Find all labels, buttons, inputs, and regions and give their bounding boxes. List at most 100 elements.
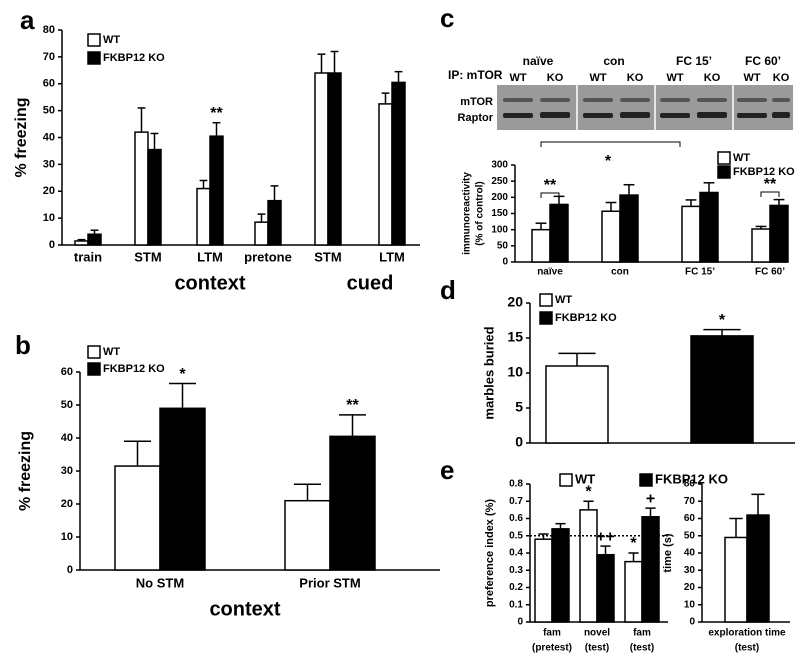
bracket [540, 141, 681, 147]
blot-bands [503, 98, 790, 102]
bar [769, 204, 789, 263]
blot-bands-raptor [503, 112, 790, 118]
legend-swatch [87, 345, 101, 359]
band-label: Raptor [458, 112, 494, 124]
y-tick-label: 0.6 [509, 513, 523, 524]
y-tick-label: 0 [502, 257, 508, 268]
y-tick-label: 40 [43, 131, 55, 143]
y-tick-label: 40 [61, 432, 73, 444]
panel: e 0 0.1 0.2 0.3 0.4 0.5 0.6 0.7 0.8 preference ind… [440, 455, 728, 654]
legend-swatch [717, 151, 731, 165]
x-tick-label: Prior STM [299, 575, 360, 590]
bar [378, 103, 393, 246]
y-tick-label: 70 [43, 51, 55, 63]
y-tick-label: 5 [515, 399, 523, 415]
blot-image [497, 85, 793, 130]
annotation: * [630, 535, 637, 552]
x-axis-label: context [209, 598, 280, 620]
panel: a 0 10 20 30 40 50 60 70 80 % freezing train STM LTM p… [13, 5, 420, 294]
y-axis-label: % freezing [17, 431, 34, 511]
bar [254, 221, 269, 246]
bar [545, 365, 609, 444]
bar [724, 536, 748, 623]
annotation: ** [346, 397, 359, 414]
x-tick-label: (test) [735, 643, 759, 654]
blot-label: IP: mTOR [448, 68, 503, 82]
y-tick-label: 50 [43, 105, 55, 117]
y-tick-label: 0 [517, 617, 523, 628]
y-tick-label: 15 [507, 329, 523, 345]
y-tick-label: 0.8 [509, 479, 523, 490]
annotation: ++ [596, 528, 615, 545]
y-tick-label: 0.3 [509, 565, 523, 576]
legend-swatch [539, 311, 553, 325]
blot-dividers [576, 85, 734, 130]
panel-letter: a [20, 5, 35, 35]
y-axis-label: immunoreactivity [462, 172, 473, 255]
x-tick-label: fam [543, 628, 561, 639]
blot-lane: WT [589, 72, 606, 84]
bar [551, 528, 570, 623]
blot-lane: KO [704, 72, 721, 84]
x-tick-label: LTM [197, 249, 223, 264]
x-tick-label: FC 60’ [755, 267, 785, 278]
panel: d 0 5 10 15 20 marbles buried WT FKBP12 KO * [440, 275, 795, 450]
x-tick-label: No STM [136, 575, 184, 590]
x-tick-label: (test) [585, 643, 609, 654]
bar [746, 514, 770, 623]
bar [619, 194, 639, 263]
bracket [760, 191, 780, 197]
legend-swatch [87, 362, 101, 376]
y-tick-label: 80 [684, 479, 696, 490]
bar [549, 203, 569, 263]
x-tick-label: exploration time [708, 628, 786, 639]
blot-lane: WT [666, 72, 683, 84]
blot [497, 85, 793, 130]
bar [596, 553, 615, 623]
legend-swatch [87, 33, 101, 47]
bar [114, 465, 161, 571]
y-tick-label: 150 [491, 208, 508, 219]
bar [690, 335, 754, 444]
blot-lane: KO [773, 72, 790, 84]
y-tick-label: 0.4 [509, 548, 523, 559]
x-tick-label: LTM [379, 249, 405, 264]
blot-group: con [603, 54, 624, 68]
y-tick-label: 0 [67, 564, 73, 576]
legend-label: FKBP12 KO [733, 166, 795, 178]
bar [74, 240, 89, 246]
legend-label: WT [103, 346, 120, 358]
y-axis-label: preference index (%) [484, 499, 496, 608]
y-tick-label: 10 [61, 531, 73, 543]
bar [327, 72, 342, 246]
y-tick-label: 10 [43, 212, 55, 224]
y-axis-label: time (s) [662, 533, 674, 572]
bar [751, 228, 771, 263]
x-tick-label: fam [633, 628, 651, 639]
y-tick-label: 30 [61, 465, 73, 477]
y-tick-label: 20 [61, 498, 73, 510]
blot-group: FC 60’ [745, 54, 781, 68]
legend-swatch [639, 473, 653, 487]
bar [681, 205, 701, 263]
y-tick-label: 20 [507, 294, 523, 310]
annotation: * [585, 483, 592, 500]
panel: c 0 50 100 150 200 250 300 immunoreactivity (% of… [440, 3, 795, 278]
blot-lane: WT [743, 72, 760, 84]
y-tick-label: 20 [43, 185, 55, 197]
bar [601, 210, 621, 263]
y-tick-label: 20 [684, 582, 696, 593]
bar [314, 72, 329, 246]
y-axis-label: (% of control) [475, 181, 486, 245]
blot-lane: KO [627, 72, 644, 84]
y-tick-label: 50 [684, 530, 696, 541]
annotation: + [646, 490, 655, 507]
annotation: ** [210, 105, 223, 122]
x-tick-label: STM [134, 249, 161, 264]
x-tick-label: STM [314, 249, 341, 264]
annotation: * [605, 153, 612, 170]
group-label: cued [347, 272, 394, 294]
y-tick-label: 100 [491, 224, 508, 235]
panel-letter: d [440, 275, 456, 305]
y-tick-label: 30 [684, 565, 696, 576]
